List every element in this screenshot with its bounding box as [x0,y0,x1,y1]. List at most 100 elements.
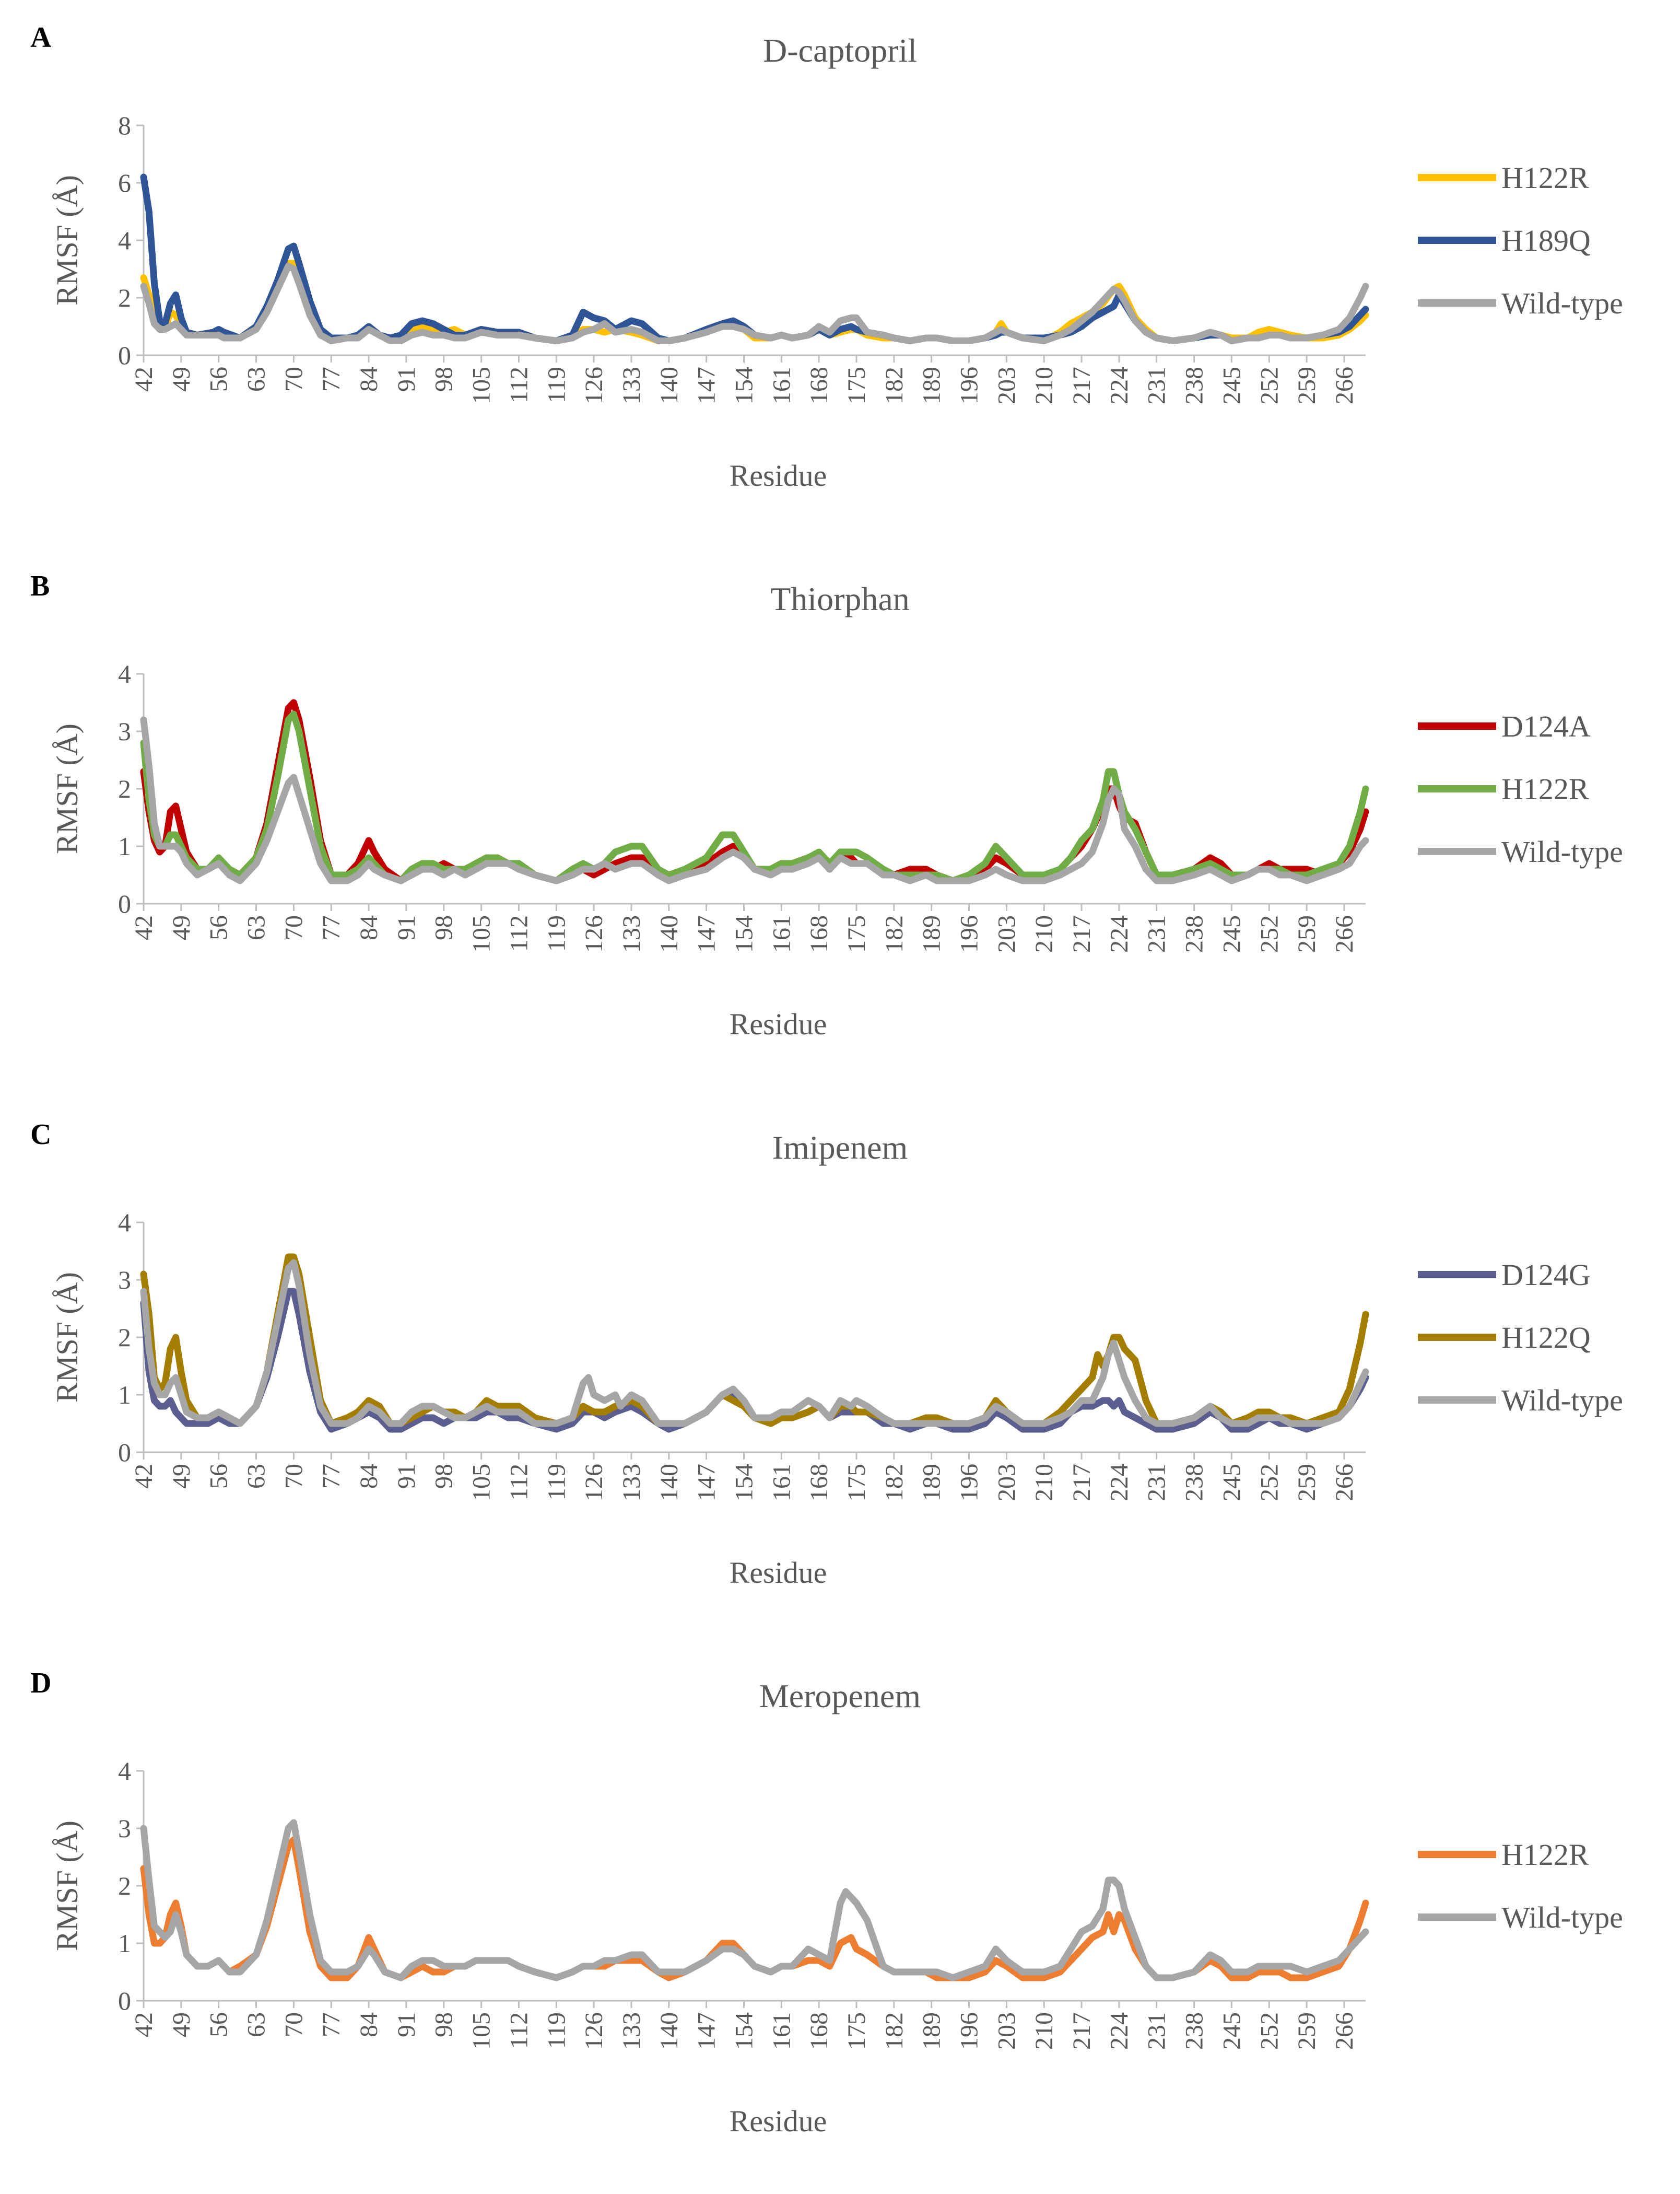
chart-title: Imipenem [772,1129,908,1166]
y-tick-label: 2 [118,1871,131,1900]
x-tick-label: 133 [618,2012,645,2050]
x-tick-label: 168 [805,367,833,404]
x-tick-label: 238 [1181,2012,1208,2050]
x-tick-label: 126 [580,1464,608,1501]
y-tick-label: 2 [118,774,131,803]
x-tick-label: 140 [655,915,683,953]
x-tick-label: 203 [993,1464,1020,1501]
x-tick-label: 147 [693,1464,721,1501]
x-tick-label: 112 [505,2012,533,2049]
panel-c: C Imipenem 0 1 2 3 4 42 49 56 63 70 77 84 91 98 105 112… [0,1097,1680,1646]
x-tick-label: 126 [580,2012,608,2050]
x-tick-label: 189 [918,1464,946,1501]
rmsf-chart-c: 0 1 2 3 4 42 49 56 63 70 77 84 91 98 105 112 119 126 133 14… [50,1208,1623,1590]
x-tick-label: 154 [730,367,758,404]
y-tick-label: 0 [118,341,131,370]
x-tick-label: 98 [430,915,458,940]
x-tick-label: 203 [993,2012,1020,2050]
y-tick-label: 3 [118,717,131,746]
x-tick-label: 231 [1143,367,1171,404]
y-tick-label: 0 [118,889,131,918]
x-tick-label: 98 [430,2012,458,2037]
x-tick-label: 252 [1255,367,1283,404]
x-tick-label: 182 [880,367,908,404]
x-tick-label: 252 [1255,2012,1283,2050]
x-tick-label: 168 [805,1464,833,1501]
x-tick-label: 217 [1068,367,1096,404]
x-tick-label: 147 [693,915,721,953]
y-tick-label: 1 [118,1929,131,1958]
x-tick-label: 126 [580,367,608,404]
x-tick-label: 217 [1068,1464,1096,1501]
series-line-h122q [140,1253,1369,1427]
chart-title: D-captopril [763,32,917,69]
rmsf-chart-d: 0 1 2 3 4 42 49 56 63 70 77 84 91 98 105 112 119 126 133 14… [50,1756,1623,2138]
x-tick-label: 238 [1181,1464,1208,1501]
y-tick-label: 3 [118,1265,131,1294]
legend-label: Wild-type [1501,1900,1623,1934]
legend-label: D124A [1501,709,1591,743]
x-tick-label: 175 [843,915,871,953]
x-tick-label: 175 [843,2012,871,2050]
y-axis-title: RMSF (Å) [50,1820,84,1951]
x-tick-label: 196 [956,915,983,953]
y-tick-label: 3 [118,1814,131,1843]
x-tick-label: 70 [280,1464,308,1489]
x-tick-label: 42 [130,1464,158,1489]
x-axis-title: Residue [730,1007,827,1041]
panel-d: D Meropenem 0 1 2 3 4 42 49 56 63 70 77 84 91 98 105 11… [0,1646,1680,2194]
series-line-wild-type [140,716,1369,884]
x-tick-label: 154 [730,2012,758,2050]
x-tick-label: 91 [393,1464,420,1489]
x-tick-label: 245 [1218,1464,1246,1501]
x-tick-label: 196 [956,367,983,404]
rmsf-chart-b: 0 1 2 3 4 42 49 56 63 70 77 84 91 98 105 112 119 126 133 14… [50,659,1623,1041]
panel-label: C [30,1118,52,1151]
x-tick-label: 42 [130,2012,158,2037]
x-tick-label: 49 [168,2012,195,2037]
x-tick-label: 84 [355,2012,383,2037]
x-tick-label: 189 [918,367,946,404]
x-tick-label: 252 [1255,915,1283,953]
x-tick-label: 56 [205,1464,233,1489]
y-tick-label: 2 [118,283,131,312]
x-tick-label: 105 [468,1464,496,1501]
x-axis-title: Residue [730,1556,827,1590]
x-tick-label: 231 [1143,915,1171,953]
x-tick-label: 161 [768,915,795,953]
x-tick-label: 175 [843,1464,871,1501]
x-tick-label: 224 [1106,367,1133,404]
x-tick-label: 112 [505,367,533,403]
y-axis-title: RMSF (Å) [50,175,84,306]
x-tick-label: 266 [1331,367,1358,404]
x-tick-label: 77 [318,367,345,392]
x-tick-label: 175 [843,367,871,404]
x-axis-title: Residue [730,2104,827,2138]
y-axis-title: RMSF (Å) [50,1272,84,1403]
x-tick-label: 224 [1106,2012,1133,2050]
y-tick-label: 4 [118,659,131,688]
x-tick-label: 70 [280,2012,308,2037]
series-line-h122r [140,1836,1369,1981]
x-tick-label: 259 [1293,1464,1321,1501]
x-tick-label: 210 [1030,915,1058,953]
x-tick-label: 196 [956,2012,983,2050]
x-tick-label: 63 [243,367,271,392]
x-tick-label: 259 [1293,915,1321,953]
x-tick-label: 91 [393,2012,420,2037]
x-tick-label: 91 [393,367,420,392]
x-tick-label: 238 [1181,915,1208,953]
x-tick-label: 266 [1331,915,1358,953]
x-tick-label: 217 [1068,2012,1096,2050]
x-tick-label: 84 [355,915,383,940]
x-tick-label: 105 [468,915,496,953]
x-tick-label: 63 [243,915,271,940]
legend-label: H122R [1501,772,1589,806]
x-tick-label: 210 [1030,1464,1058,1501]
x-tick-label: 49 [168,367,195,392]
x-tick-label: 77 [318,1464,345,1489]
x-tick-label: 56 [205,2012,233,2037]
y-axis-title: RMSF (Å) [50,723,84,854]
x-tick-label: 168 [805,915,833,953]
y-tick-label: 2 [118,1323,131,1352]
